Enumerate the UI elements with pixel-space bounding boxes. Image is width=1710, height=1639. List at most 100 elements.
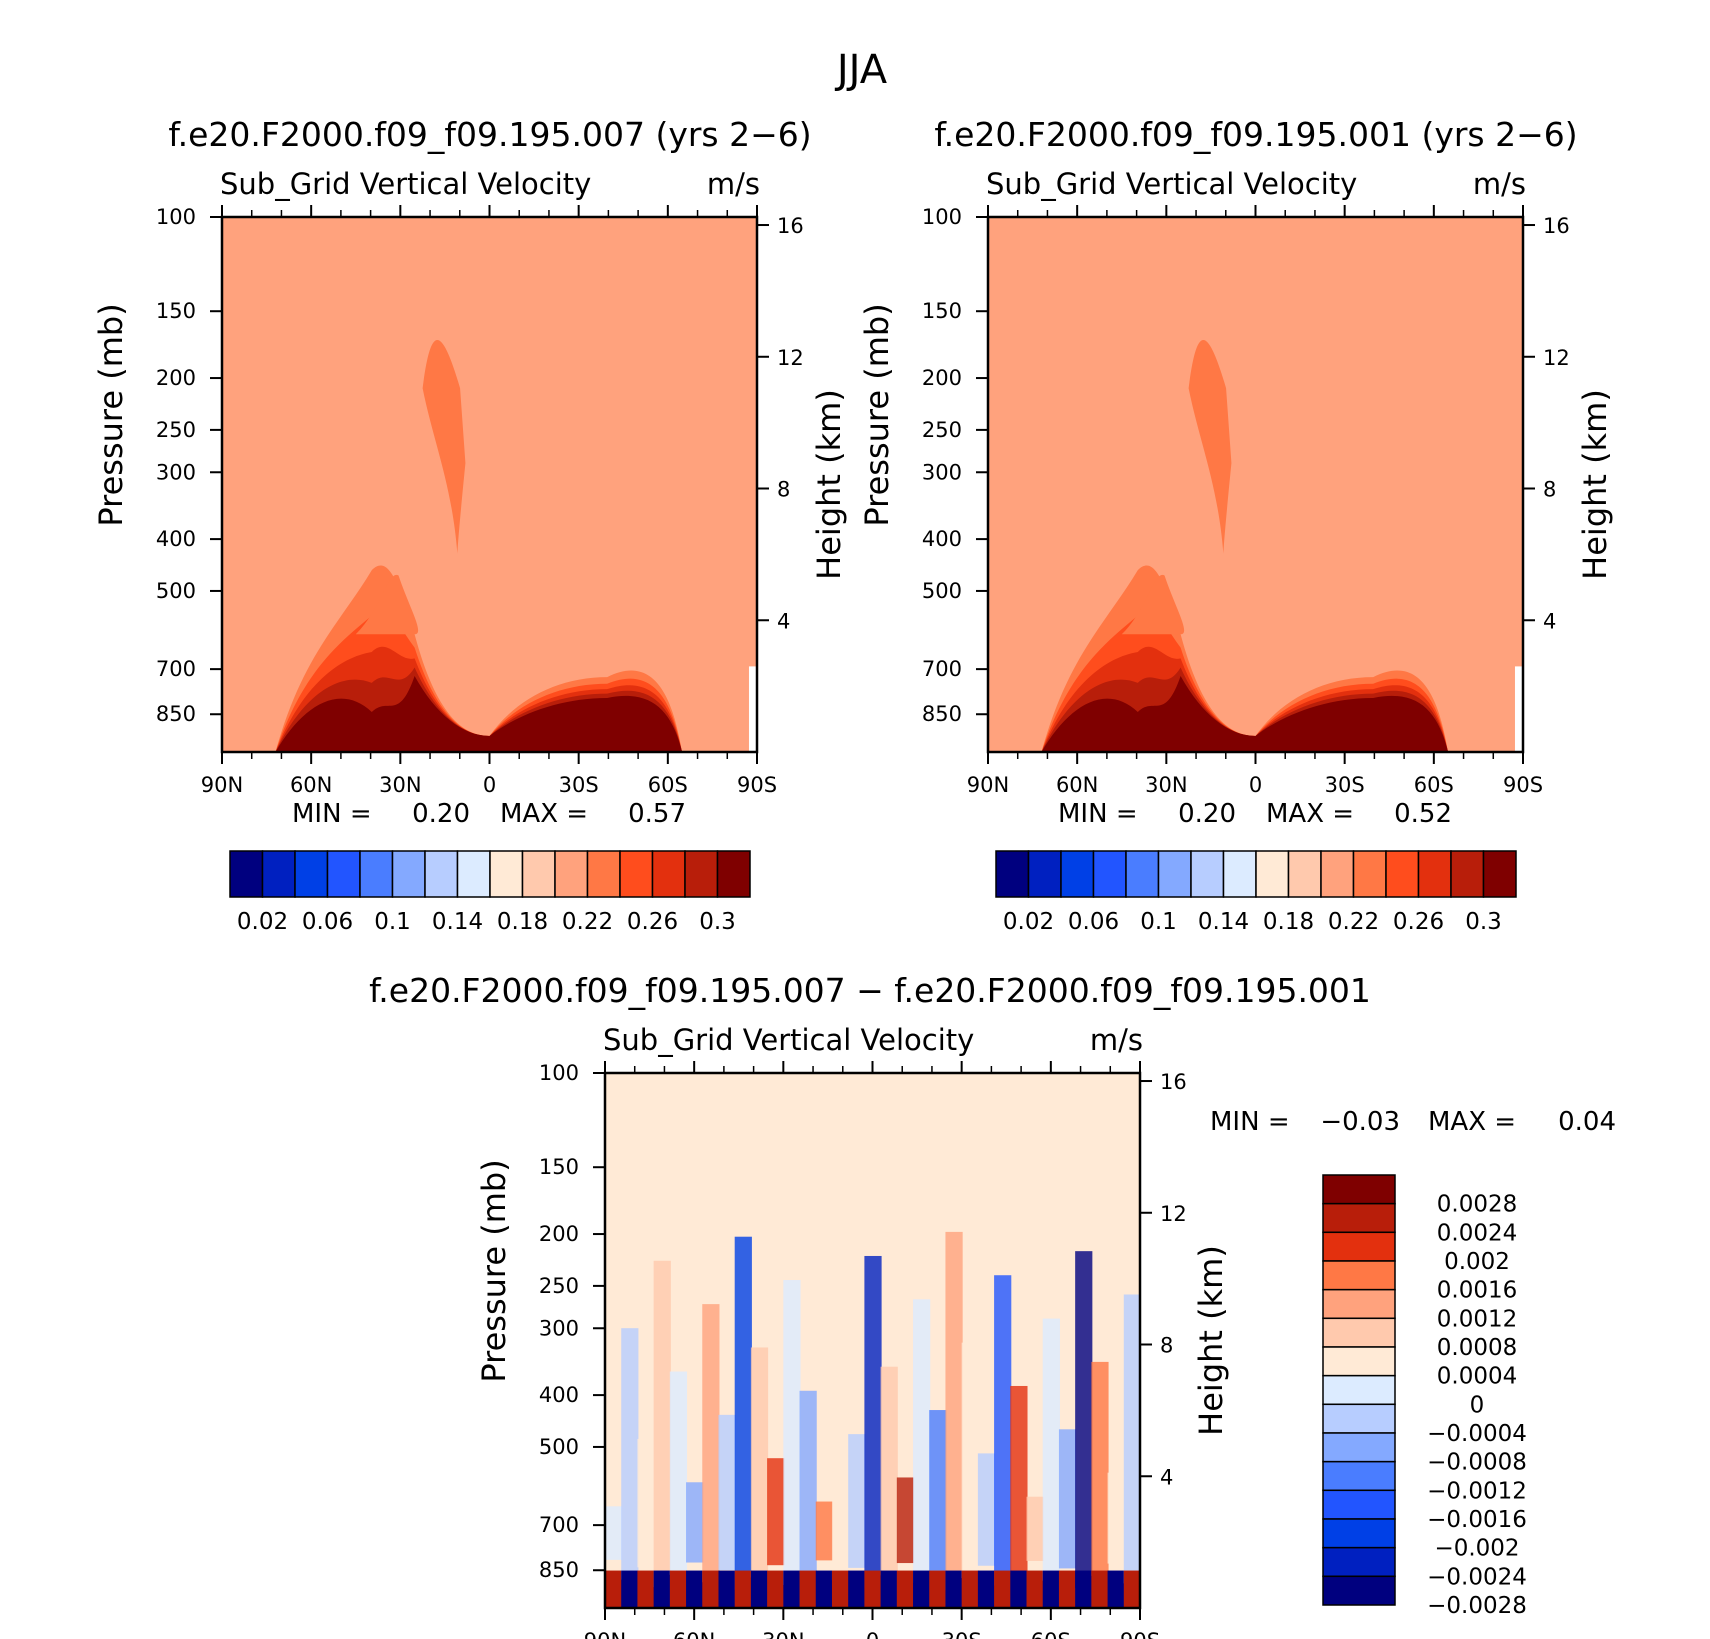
y-tick-label: 250	[539, 1274, 579, 1298]
y-tick-label: 850	[156, 702, 196, 726]
surface-contour	[945, 1570, 963, 1608]
max-value: 0.57	[628, 799, 686, 829]
x-tick-label: 30N	[1145, 773, 1187, 797]
panel-3: f.e20.F2000.f09_f09.195.007 − f.e20.F200…	[369, 971, 1616, 1639]
difference-strip	[977, 1453, 996, 1566]
min-label: MIN =	[1058, 799, 1138, 829]
x-tick-label: 30S	[559, 773, 599, 797]
y-tick-label: 150	[922, 299, 962, 323]
surface-contour	[767, 1570, 785, 1608]
colorbar-box	[1385, 850, 1420, 898]
colorbar-label: −0.0016	[1427, 1507, 1527, 1533]
surface-contour	[1091, 1570, 1109, 1608]
colorbar-label: 0.0008	[1437, 1335, 1517, 1361]
y-right-tick-label: 4	[1543, 609, 1556, 633]
min-label: MIN =	[292, 799, 372, 829]
colorbar-label: −0.002	[1434, 1536, 1519, 1562]
y-right-tick-label: 16	[1543, 214, 1570, 238]
y-tick-label: 250	[156, 418, 196, 442]
difference-strip	[1042, 1318, 1060, 1581]
y-tick-label: 700	[539, 1513, 579, 1537]
x-tick-label: 60S	[1414, 773, 1454, 797]
colorbar-label: 0.0024	[1437, 1220, 1517, 1246]
x-tick-label: 0	[866, 1629, 879, 1639]
difference-strip	[718, 1414, 736, 1571]
variable-label: Sub_Grid Vertical Velocity	[220, 167, 591, 201]
colorbar-label: 0.3	[699, 909, 736, 935]
y-right-tick-label: 12	[1543, 346, 1570, 370]
colorbar-label: 0.0028	[1437, 1192, 1517, 1218]
y-right-tick-label: 16	[1160, 1070, 1187, 1094]
colorbar-label: 0.1	[374, 909, 411, 935]
difference-strip	[848, 1434, 866, 1568]
colorbar-box	[1322, 1317, 1396, 1348]
colorbar-box	[1322, 1460, 1396, 1492]
colorbar-label: 0	[1470, 1392, 1485, 1418]
difference-strip	[702, 1304, 720, 1583]
difference-strip	[605, 1506, 623, 1560]
colorbar-box	[1322, 1432, 1396, 1463]
surface-contour	[1010, 1570, 1028, 1608]
colorbar-label: −0.0004	[1427, 1421, 1527, 1447]
surface-contour	[750, 1570, 769, 1608]
y-tick-label: 400	[156, 527, 196, 551]
difference-strip	[669, 1371, 688, 1575]
colorbar-box	[716, 850, 751, 898]
x-tick-label: 30N	[379, 773, 421, 797]
surface-contour	[1123, 1570, 1140, 1608]
surface-contour	[669, 1570, 688, 1608]
max-value: 0.04	[1558, 1107, 1616, 1137]
min-value: 0.20	[412, 799, 470, 829]
x-tick-label: 60N	[673, 1629, 715, 1639]
difference-strip	[767, 1458, 785, 1566]
y-right-axis-title: Height (km)	[810, 389, 848, 580]
colorbar-label: −0.0024	[1427, 1564, 1527, 1590]
panels: f.e20.F2000.f09_f09.195.007 (yrs 2−6) Sub…	[92, 115, 1616, 1639]
y-tick-label: 100	[922, 205, 962, 229]
colorbar-label: 0.02	[1003, 909, 1054, 935]
colorbar-box	[489, 850, 524, 898]
difference-strip	[686, 1482, 704, 1563]
colorbar-label: 0.02	[237, 909, 288, 935]
colorbar-box	[261, 850, 296, 898]
y-tick-label: 100	[156, 205, 196, 229]
colorbar-box	[1352, 850, 1387, 898]
colorbar-label: −0.0028	[1427, 1593, 1527, 1619]
x-tick-label: 60S	[648, 773, 688, 797]
min-value: 0.20	[1178, 799, 1236, 829]
difference-strip	[815, 1501, 833, 1561]
colorbar-label: 0.18	[1263, 909, 1314, 935]
surface-contour	[799, 1570, 817, 1608]
surface-contour	[994, 1570, 1012, 1608]
upper-maximum-contour	[1188, 340, 1232, 555]
surface-contour	[815, 1570, 833, 1608]
difference-strip	[929, 1410, 947, 1571]
panel-title: f.e20.F2000.f09_f09.195.001 (yrs 2−6)	[934, 115, 1577, 154]
colorbar-label: 0.1	[1140, 909, 1177, 935]
y-tick-label: 250	[922, 418, 962, 442]
surface-contour	[1058, 1570, 1077, 1608]
colorbar-box	[1322, 1403, 1396, 1434]
surface-contour	[686, 1570, 704, 1608]
x-tick-label: 90N	[584, 1629, 626, 1639]
colorbar-label: 0.22	[562, 909, 613, 935]
colorbar-box	[651, 850, 686, 898]
difference-strip	[1123, 1294, 1140, 1584]
colorbar-box	[1322, 1546, 1396, 1578]
x-tick-label: 30S	[1325, 773, 1365, 797]
difference-strip	[1058, 1429, 1077, 1569]
surface-contour	[1026, 1570, 1044, 1608]
colorbar-box	[1322, 1202, 1396, 1234]
colorbar-label: 0.0012	[1437, 1306, 1517, 1332]
missing-data-region	[748, 666, 757, 752]
colorbar-label: 0.14	[1198, 909, 1249, 935]
difference-strip	[880, 1366, 898, 1576]
colorbar-box	[554, 850, 589, 898]
difference-strip	[1107, 1472, 1125, 1564]
colorbar-box	[684, 850, 719, 898]
colorbar-label: 0.14	[432, 909, 483, 935]
colorbar-box	[1287, 850, 1322, 898]
colorbar-box	[521, 850, 556, 898]
contour-field	[988, 217, 1523, 752]
colorbar-label: 0.002	[1444, 1249, 1510, 1275]
